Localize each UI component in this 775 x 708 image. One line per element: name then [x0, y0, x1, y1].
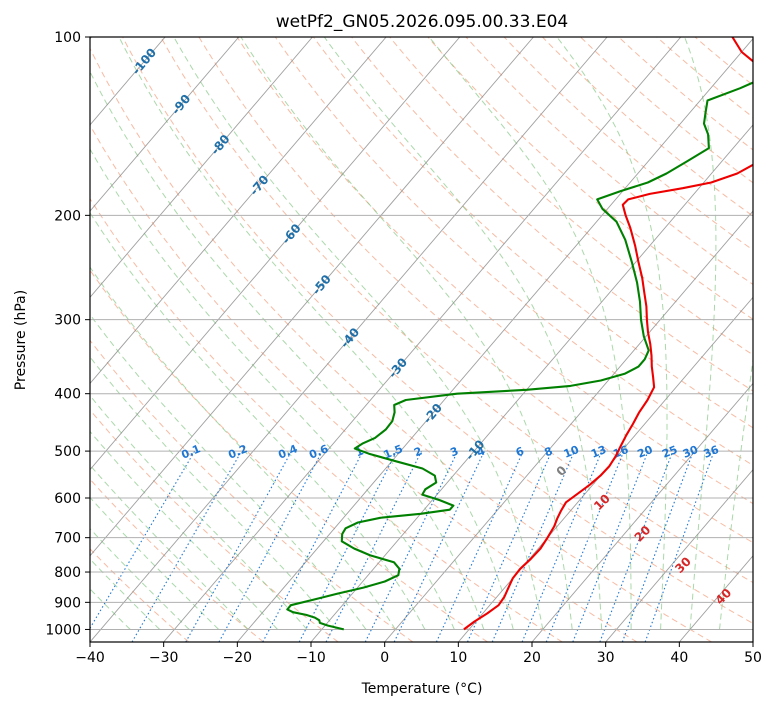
profile-lines — [286, 37, 753, 631]
plot-frame — [89, 36, 754, 643]
moist-adiabat — [90, 313, 367, 630]
y-axis-label: Pressure (hPa) — [13, 290, 29, 390]
x-tick-label: 50 — [744, 650, 762, 666]
dry-adiabat — [90, 124, 638, 642]
y-tick-label: 200 — [54, 208, 81, 224]
mixing-ratio-line — [435, 450, 524, 642]
moist-adiabat — [240, 37, 573, 630]
dry-adiabat — [90, 47, 712, 642]
isotherm-line — [531, 382, 753, 642]
dry-adiabat — [90, 269, 488, 642]
dry-adiabat — [90, 548, 190, 642]
isotherm-line — [384, 210, 753, 642]
x-tick-label: 40 — [670, 650, 688, 666]
y-tick-label: 700 — [54, 531, 81, 547]
mixing-ratio-line — [90, 450, 196, 630]
isotherm-line — [90, 37, 534, 557]
y-tick-label: 800 — [54, 565, 81, 581]
x-tick-label: 10 — [449, 650, 467, 666]
background-lines — [90, 37, 753, 642]
mixing-ratio-line — [521, 450, 603, 642]
x-tick-label: −10 — [296, 650, 326, 666]
x-tick-label: −20 — [223, 650, 253, 666]
temperature-line — [463, 37, 753, 631]
y-tick-label: 100 — [54, 30, 81, 46]
moist-adiabat — [428, 37, 632, 630]
moist-adiabat — [323, 37, 603, 630]
mixing-ratio-label: 8 — [543, 444, 555, 459]
x-tick-label: 0 — [380, 650, 389, 666]
isotherm-line — [605, 468, 753, 642]
moist-adiabat — [90, 70, 485, 630]
moist-adiabat — [90, 430, 278, 630]
moist-adiabat — [90, 148, 455, 630]
moist-adiabat — [90, 356, 337, 630]
y-tick-label: 400 — [54, 387, 81, 403]
mixing-ratio-label: 1 — [353, 444, 365, 459]
dry-adiabat — [236, 37, 753, 505]
mixing-ratio-line — [467, 450, 553, 642]
y-tick-label: 300 — [54, 313, 81, 329]
axes: −40 −30 −20 −10 0 10 20 30 40 50 100 200 300 400 500 60… — [45, 30, 762, 666]
dry-adiabat — [160, 37, 753, 584]
dry-adiabat — [122, 37, 753, 624]
mixing-ratio-label: 20 — [636, 443, 655, 461]
mixing-ratio-line — [131, 450, 243, 642]
isotherm-line — [90, 37, 608, 642]
moist-adiabat — [90, 464, 249, 630]
moist-adiabat — [90, 212, 426, 630]
mixing-ratio-line — [218, 450, 323, 642]
x-axis-label: Temperature (°C) — [361, 681, 483, 697]
mixing-ratio-line — [491, 450, 575, 642]
mixing-ratio-label: 13 — [589, 443, 608, 461]
y-tick-label: 900 — [54, 595, 81, 611]
mixing-ratio-label: 30 — [681, 443, 700, 461]
dry-adiabat — [90, 197, 563, 642]
dewpoint-line — [286, 81, 753, 631]
dry-adiabat — [274, 37, 753, 466]
x-tick-label: −40 — [75, 650, 105, 666]
moist-adiabat — [173, 37, 544, 630]
x-tick-label: 20 — [523, 650, 541, 666]
y-tick-label: 500 — [54, 444, 81, 460]
isotherm-line — [90, 37, 461, 471]
moist-adiabat — [684, 37, 717, 630]
moist-adiabat — [118, 37, 514, 630]
isotherm-line — [236, 38, 753, 642]
mixing-ratio-label: 10 — [562, 443, 581, 461]
dry-adiabat — [312, 37, 753, 429]
dry-adiabat — [389, 37, 753, 356]
dry-adiabat — [351, 37, 753, 392]
mixing-ratio-label: 2 — [412, 444, 424, 459]
moist-adiabat — [90, 394, 308, 630]
mixing-ratio-line — [364, 450, 459, 642]
moist-adiabat — [556, 37, 668, 630]
mixing-ratio-label: 3 — [448, 444, 460, 459]
mixing-ratio-label: 36 — [702, 443, 721, 461]
mixing-ratio-line — [185, 450, 293, 642]
x-tick-label: −30 — [149, 650, 179, 666]
isotherm-line — [90, 37, 387, 385]
y-tick-label: 1000 — [45, 622, 81, 638]
moist-adiabat — [719, 355, 753, 630]
mixing-ratio-line — [644, 450, 715, 642]
isotherm-line — [310, 124, 753, 642]
x-tick-label: 30 — [597, 650, 615, 666]
isotherm-line — [90, 37, 313, 298]
dry-adiabat — [90, 478, 264, 642]
dry-adiabat — [198, 37, 753, 544]
isotherm-line — [90, 37, 240, 212]
y-tick-label: 600 — [54, 491, 81, 507]
chart-title: wetPf2_GN05.2026.095.00.33.E04 — [276, 12, 568, 32]
mixing-ratio-label: 25 — [660, 443, 679, 461]
isotherm-line — [163, 37, 682, 642]
